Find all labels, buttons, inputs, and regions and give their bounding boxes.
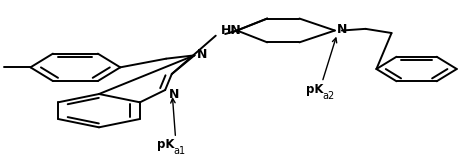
Text: pK: pK <box>306 83 323 96</box>
Text: a1: a1 <box>173 146 185 156</box>
Text: N: N <box>337 23 347 36</box>
Text: pK: pK <box>156 138 174 151</box>
Text: N: N <box>169 88 179 101</box>
Text: HN: HN <box>220 24 241 37</box>
Text: a2: a2 <box>322 91 335 101</box>
Text: N: N <box>197 48 207 61</box>
